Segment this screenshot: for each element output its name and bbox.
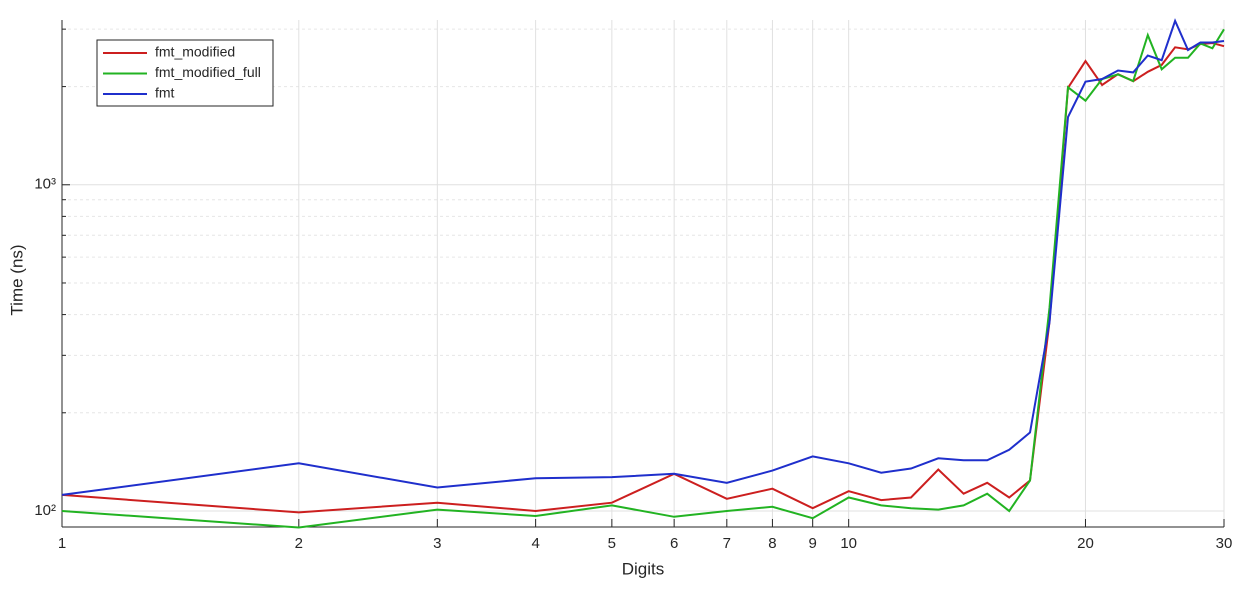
legend-text: fmt_modified_full — [155, 64, 261, 80]
x-tick-label: 8 — [768, 535, 776, 552]
series-line — [61, 18, 1225, 496]
x-tick-label: 30 — [1216, 535, 1233, 552]
legend-text: fmt_modified — [155, 44, 235, 60]
x-axis-label: Digits — [622, 559, 665, 578]
x-tick-label: 3 — [433, 535, 441, 552]
x-tick-label: 7 — [723, 535, 731, 552]
series-line — [61, 41, 1225, 514]
y-axis-label: Time (ns) — [7, 244, 26, 315]
series-line — [61, 28, 1225, 529]
x-tick-label: 6 — [670, 535, 678, 552]
x-tick-label: 4 — [531, 535, 539, 552]
x-tick-label: 20 — [1077, 535, 1094, 552]
x-tick-label: 2 — [295, 535, 303, 552]
y-tick-label: 10² — [34, 502, 56, 519]
x-tick-label: 1 — [58, 535, 66, 552]
x-tick-label: 9 — [808, 535, 816, 552]
y-tick-label: 10³ — [34, 176, 56, 193]
x-tick-label: 5 — [608, 535, 616, 552]
legend-text: fmt — [155, 85, 175, 101]
x-tick-label: 10 — [840, 535, 857, 552]
